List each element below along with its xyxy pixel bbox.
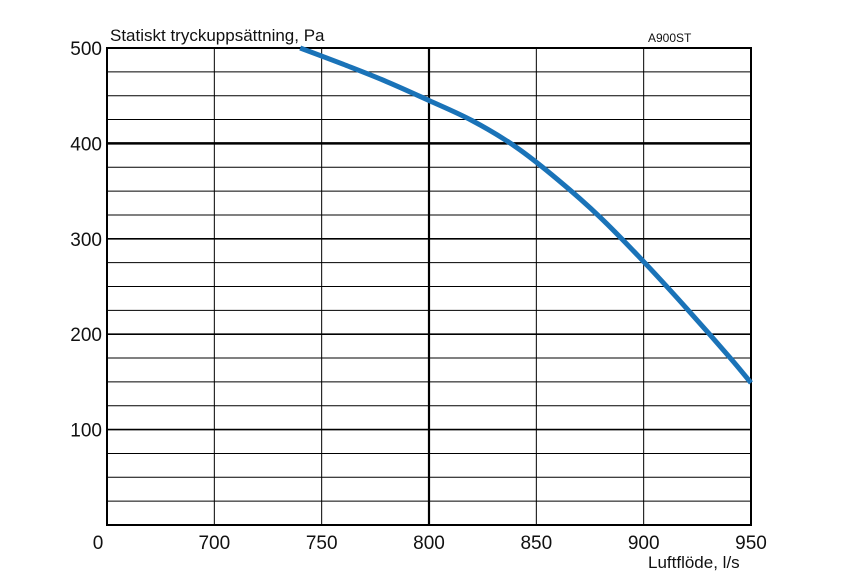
y-tick-label: 500 — [70, 39, 102, 60]
x-tick-labels: 700 750 800 850 900 950 — [198, 533, 766, 554]
x-tick-label: 750 — [306, 533, 338, 554]
y-tick-labels: 100 200 300 400 500 — [70, 39, 102, 442]
model-label: A900ST — [648, 31, 692, 45]
minor-gridlines — [107, 48, 751, 525]
major-gridlines — [107, 142, 751, 431]
plot-frame — [106, 47, 752, 526]
y-tick-label: 100 — [70, 421, 102, 442]
x-tick-label: 800 — [413, 533, 445, 554]
y-tick-label: 200 — [70, 325, 102, 346]
x-tick-label: 850 — [520, 533, 552, 554]
x-tick-label: 700 — [198, 533, 230, 554]
x-tick-label: 900 — [628, 533, 660, 554]
x-origin-label: 0 — [93, 533, 104, 554]
y-axis-title: Statiskt tryckuppsättning, Pa — [110, 26, 325, 45]
y-tick-label: 300 — [70, 230, 102, 251]
x-axis-title: Luftflöde, l/s — [648, 553, 740, 572]
pressure-curve — [299, 45, 753, 385]
y-tick-label: 400 — [70, 134, 102, 155]
x-tick-label: 950 — [735, 533, 767, 554]
